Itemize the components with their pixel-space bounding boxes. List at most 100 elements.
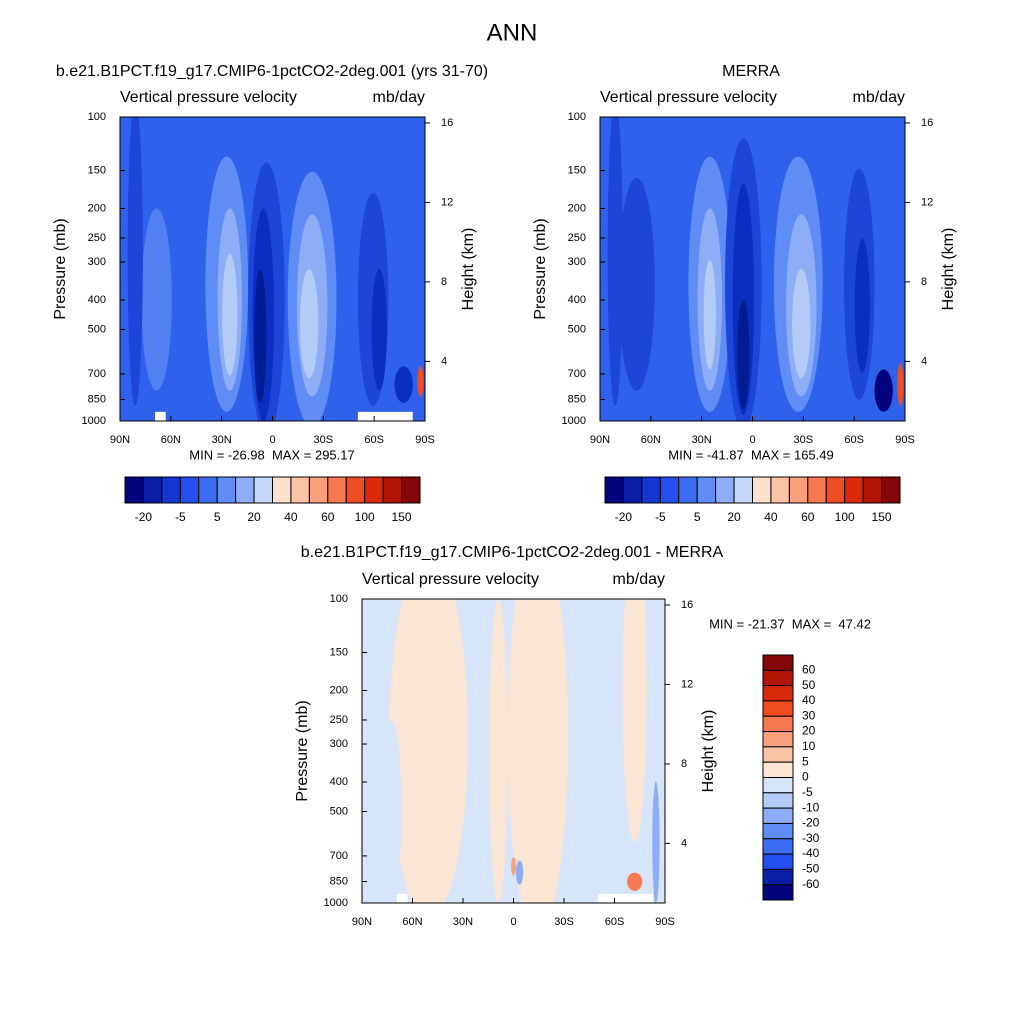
- subtitle-right: mb/day: [373, 89, 425, 106]
- colorbar-label: -50: [802, 862, 820, 876]
- colorbar-box: [235, 476, 255, 504]
- stats-label: MIN = -26.98 MAX = 295.17: [189, 447, 354, 462]
- colorbar-label: 5: [694, 510, 701, 524]
- colorbar-box: [762, 853, 794, 870]
- x-tick-label: 30S: [554, 916, 574, 928]
- x-tick-label: 0: [269, 434, 275, 446]
- colorbar-label: 20: [247, 510, 261, 524]
- colorbar-box: [770, 476, 790, 504]
- y-axis-label: Pressure (mb): [532, 218, 549, 319]
- y2-axis-label: Height (km): [460, 228, 477, 311]
- x-tick-label: 30N: [212, 434, 232, 446]
- colorbar-label: 60: [801, 510, 815, 524]
- colorbar-box: [762, 700, 794, 717]
- y-tick-label: 300: [88, 256, 106, 268]
- y-tick-label: 850: [330, 875, 348, 887]
- colorbar-label: 10: [802, 739, 816, 753]
- x-tick-label: 60N: [161, 434, 181, 446]
- colorbar-box: [752, 476, 772, 504]
- colorbar-box: [272, 476, 292, 504]
- stats-label: MIN = -41.87 MAX = 165.49: [668, 447, 833, 462]
- y2-tick-label: 16: [441, 117, 453, 129]
- colorbar-box: [762, 685, 794, 702]
- colorbar-box: [762, 868, 794, 886]
- y-tick-label: 850: [568, 393, 586, 405]
- y2-tick-label: 16: [681, 599, 693, 611]
- colorbar-label: -5: [175, 510, 186, 524]
- colorbar-label: -60: [802, 877, 820, 891]
- colorbar-box: [762, 807, 794, 824]
- contour-region: [417, 366, 424, 397]
- colorbar-label: 60: [321, 510, 335, 524]
- colorbar-label: 5: [214, 510, 221, 524]
- contour-region: [371, 269, 387, 391]
- y-axis-label: Pressure (mb): [294, 700, 311, 801]
- colorbar-box: [762, 884, 794, 901]
- x-tick-label: 60N: [402, 916, 422, 928]
- panel-title: b.e21.B1PCT.f19_g17.CMIP6-1pctCO2-2deg.0…: [301, 544, 724, 561]
- stats-label: MIN = -21.37 MAX = 47.42: [709, 616, 871, 631]
- colorbar-box: [345, 476, 366, 504]
- colorbar-box: [290, 476, 310, 504]
- colorbar-label: 40: [284, 510, 298, 524]
- colorbar-label: 0: [802, 770, 809, 784]
- contour-region: [507, 599, 569, 903]
- subtitle-right: mb/day: [853, 89, 905, 106]
- y-tick-label: 200: [330, 684, 348, 696]
- x-tick-label: 0: [749, 434, 755, 446]
- y-tick-label: 100: [568, 111, 586, 123]
- contour-region: [254, 269, 267, 403]
- y2-axis-label: Height (km): [940, 228, 957, 311]
- y-tick-label: 700: [568, 368, 586, 380]
- x-tick-label: 30N: [453, 916, 473, 928]
- colorbar-box: [762, 669, 794, 687]
- contour-region: [127, 117, 143, 406]
- y-tick-label: 400: [568, 294, 586, 306]
- y2-tick-label: 4: [441, 355, 447, 367]
- contour-region: [394, 366, 413, 403]
- subtitle-right: mb/day: [613, 571, 665, 588]
- colorbar-box: [862, 476, 883, 504]
- y2-tick-label: 8: [441, 276, 447, 288]
- y-tick-label: 250: [88, 232, 106, 244]
- missing-data: [155, 411, 166, 421]
- panel-title: b.e21.B1PCT.f19_g17.CMIP6-1pctCO2-2deg.0…: [56, 63, 488, 80]
- colorbar-box: [382, 476, 403, 504]
- y-tick-label: 400: [88, 294, 106, 306]
- colorbar-box: [216, 476, 237, 504]
- subtitle-left: Vertical pressure velocity: [120, 89, 297, 106]
- colorbar-label: -30: [802, 831, 820, 845]
- y2-tick-label: 16: [921, 117, 933, 129]
- colorbar-label: -20: [615, 510, 633, 524]
- x-tick-label: 90S: [655, 916, 675, 928]
- y2-tick-label: 12: [681, 678, 693, 690]
- colorbar-box: [807, 476, 827, 504]
- contour-region: [515, 860, 524, 885]
- y2-tick-label: 12: [441, 196, 453, 208]
- x-tick-label: 0: [510, 916, 516, 928]
- x-tick-label: 60N: [641, 434, 661, 446]
- contour-region: [511, 857, 516, 876]
- colorbar-box: [622, 476, 643, 504]
- missing-data: [396, 893, 408, 903]
- contour-region: [222, 253, 238, 376]
- contour-region: [703, 259, 716, 370]
- y2-tick-label: 12: [921, 196, 933, 208]
- colorbar-label: 30: [802, 708, 816, 722]
- y-tick-label: 250: [330, 714, 348, 726]
- y-tick-label: 250: [568, 232, 586, 244]
- colorbar-label: 5: [802, 754, 809, 768]
- y2-tick-label: 4: [681, 837, 687, 849]
- colorbar-box: [678, 476, 698, 504]
- colorbar-box: [762, 792, 794, 809]
- colorbar-box: [364, 476, 384, 504]
- y-tick-label: 1000: [82, 415, 106, 427]
- contour-region: [897, 363, 904, 406]
- contour-region: [299, 269, 319, 379]
- y-tick-label: 100: [88, 111, 106, 123]
- x-tick-label: 30S: [794, 434, 814, 446]
- x-tick-label: 90S: [895, 434, 915, 446]
- colorbar-box: [715, 476, 735, 504]
- y2-tick-label: 4: [921, 355, 927, 367]
- x-tick-label: 30N: [692, 434, 712, 446]
